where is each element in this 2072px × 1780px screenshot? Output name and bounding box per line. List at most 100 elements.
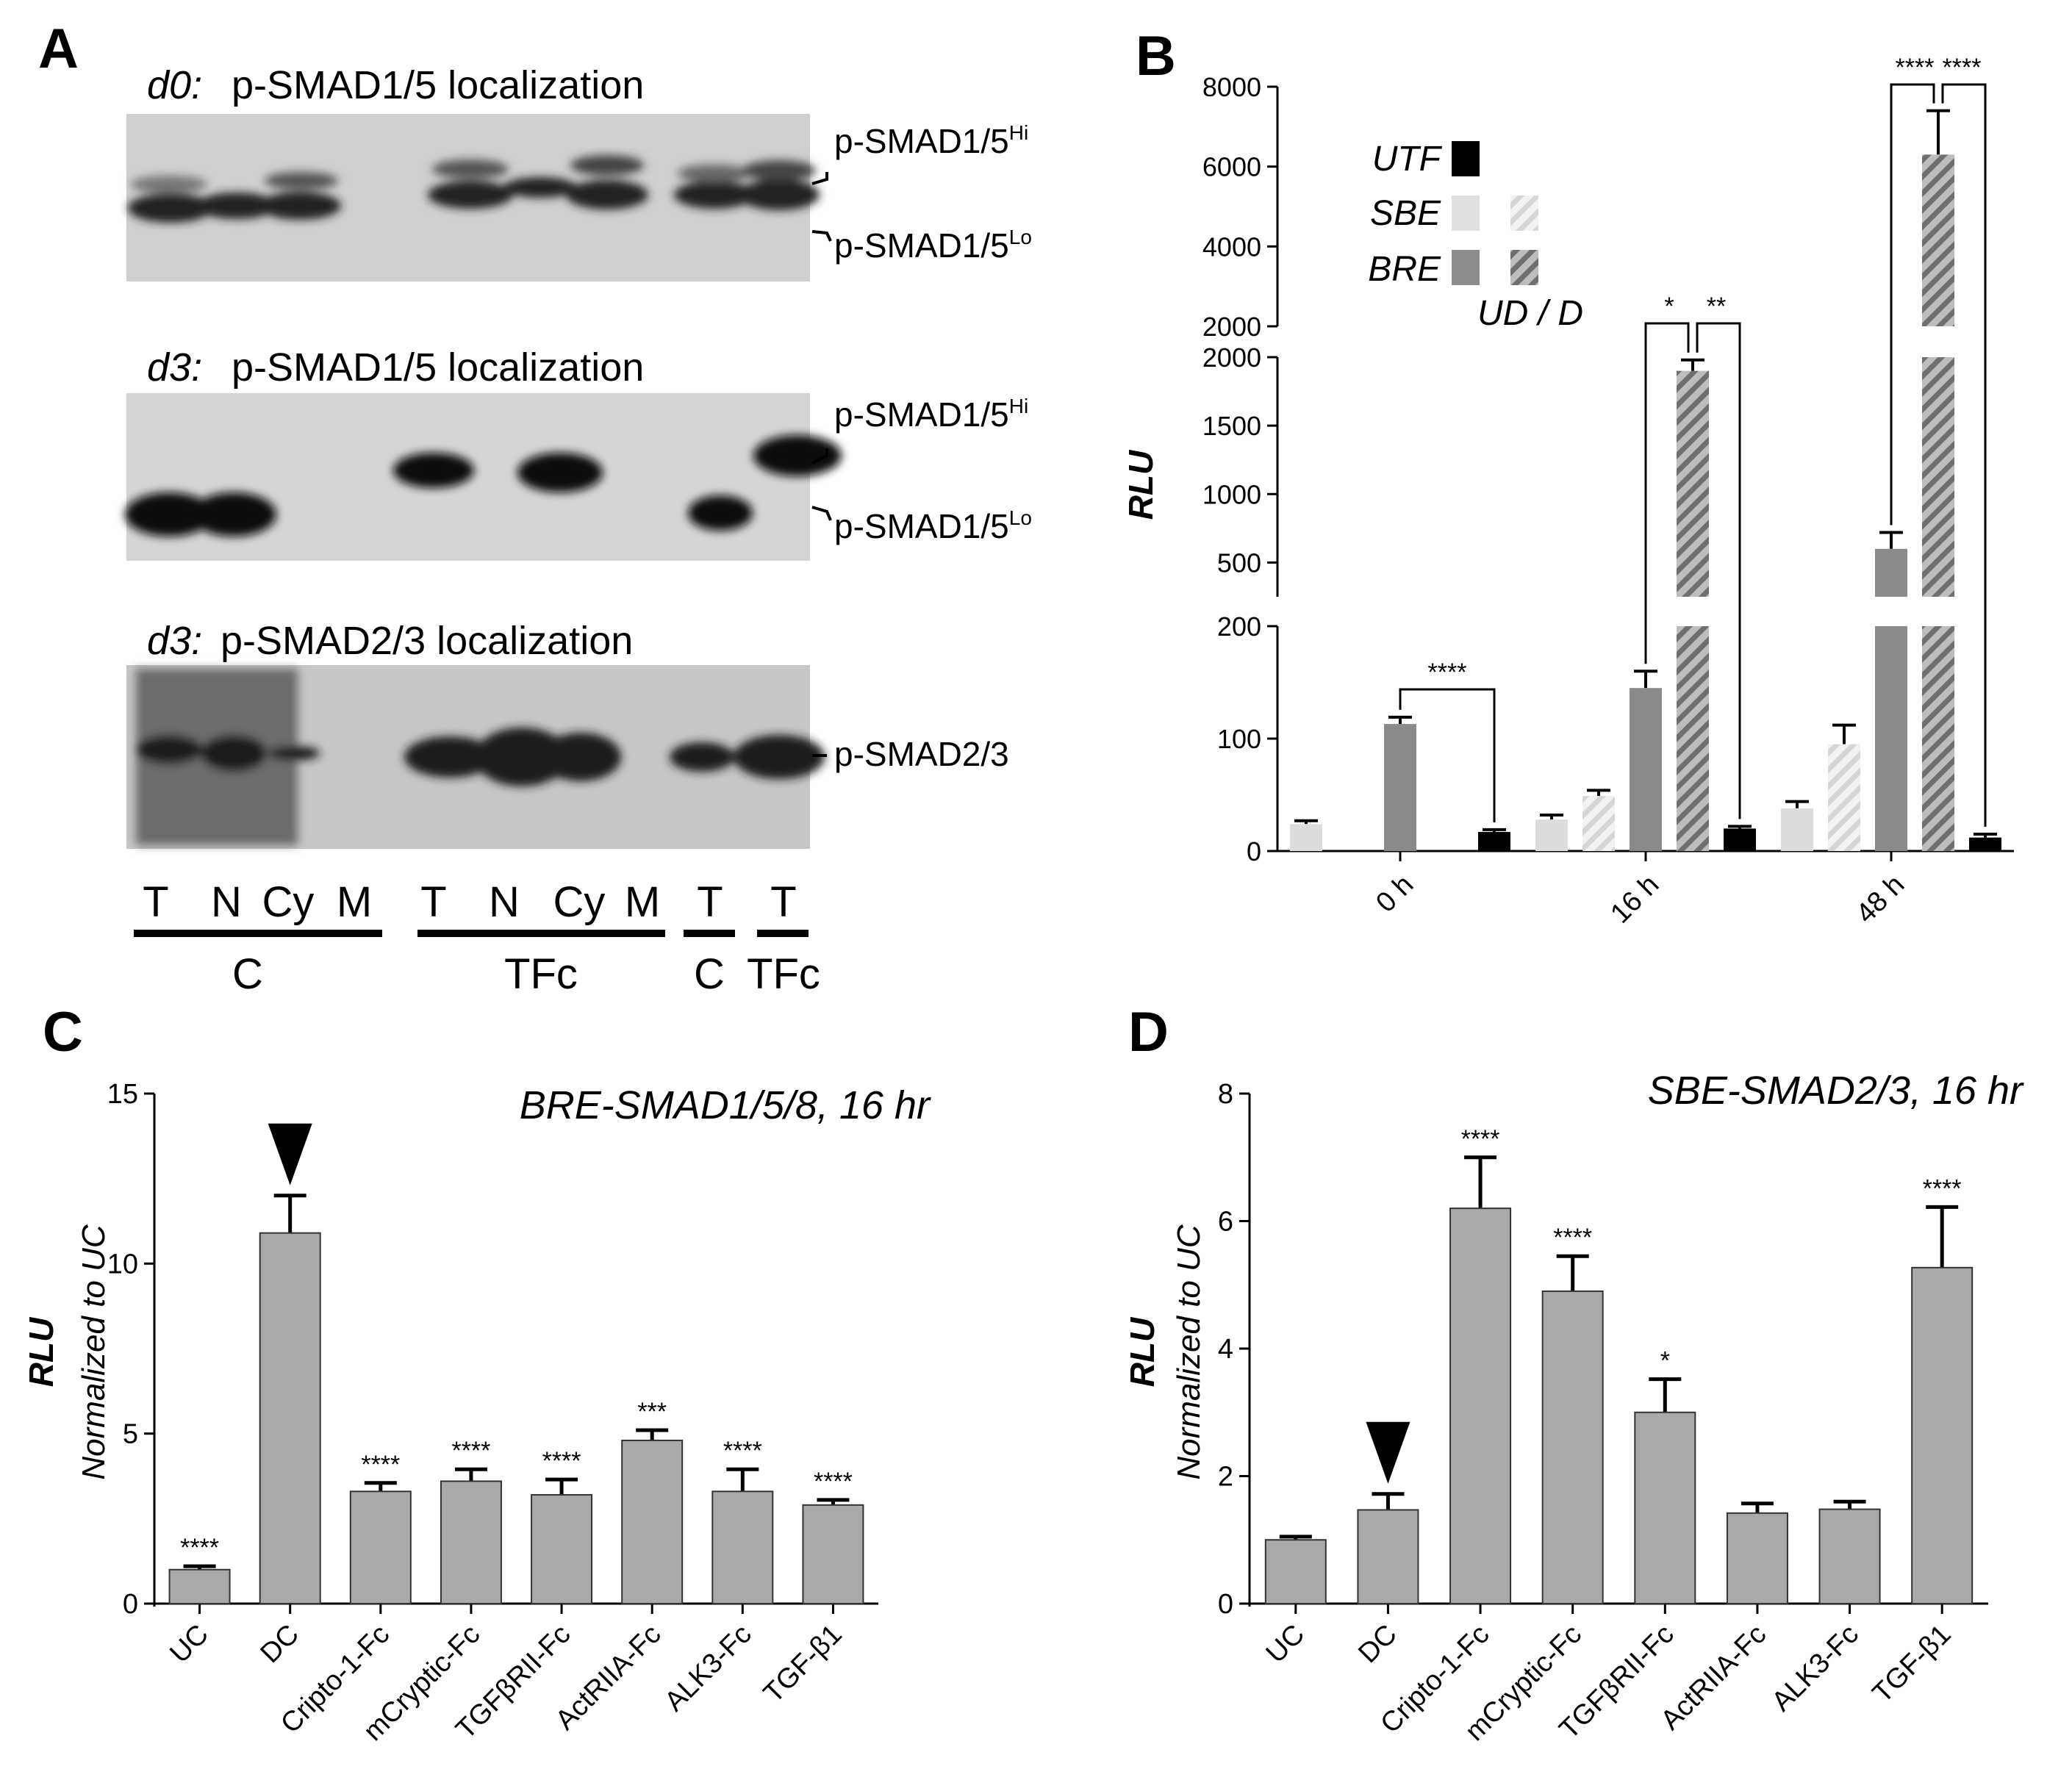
bar-ALK3-Fc [1818,1508,1881,1605]
c-ylabel: RLU [22,1316,60,1387]
panel-label-c: C [43,1001,83,1063]
panel-d: D SBE-SMAD2/3, 16 hr RLU Normalized to U… [1123,1001,2024,1747]
bar-bre-ud [1384,724,1416,851]
svg-text:p-SMAD1/5Hi: p-SMAD1/5Hi [834,395,1028,434]
y-tick-label: 2 [1218,1462,1233,1493]
x-tick-label: UC [164,1619,215,1670]
blot-3-band-labels: p-SMAD2/3 [812,735,1009,773]
significance-label: **** [723,1437,762,1465]
bar-DC [259,1232,321,1605]
group-label: C [232,950,263,998]
blot-2-title: d3: p-SMAD1/5 localization [147,345,644,390]
bar-sbe-d [1582,796,1615,851]
blot-2-day: d3: [147,345,202,390]
lane-label: M [337,878,372,926]
blot-2-title-text: p-SMAD1/5 localization [232,345,644,390]
x-tick-label: TGF-β1 [758,1619,848,1709]
y-tick-label: 0 [1247,836,1261,866]
bar-TGF-β1 [802,1504,864,1604]
significance-label: ** [1707,293,1726,320]
band-label: p-SMAD1/5 [834,395,1009,434]
b-ylabel: RLU [1122,449,1160,520]
b-annotations: ***** ****** **** [1399,54,1987,828]
bar-UC [1264,1539,1327,1604]
lane-label: T [420,878,446,926]
bar-utf [1478,831,1510,851]
bar-TGFβRII-Fc [531,1493,593,1604]
significance-bracket [1941,83,1987,828]
x-tick-label: ALK3-Fc [659,1619,757,1718]
x-tick-label: 0 h [1370,869,1419,919]
lane-label: T [143,878,168,926]
bar-mCryptic-Fc [1541,1290,1604,1605]
bar-sbe-ud [1290,824,1322,851]
band-sup: Lo [1009,506,1032,529]
y-tick-label: 500 [1217,548,1261,578]
bar-utf [1969,837,2001,851]
bar-ActRIIA-Fc [1726,1512,1788,1604]
bar-sbe-ud [1781,808,1813,851]
bar-DC [1357,1509,1419,1605]
y-tick-label: 6000 [1202,152,1261,182]
significance-bracket [1696,322,1741,819]
b-legend: UTF SBE BRE UD / D [1368,140,1583,333]
y-tick-label: 8 [1218,1079,1233,1110]
bar-TGFβRII-Fc [1634,1411,1696,1604]
legend-swatch-utf [1452,141,1480,176]
bar-bre-d [1922,154,1954,851]
bar-bre-ud [1875,548,1907,851]
significance-label: **** [1428,658,1467,686]
lane-labels: T N Cy M T N Cy M T T [143,878,796,926]
y-tick-label: 4000 [1202,232,1261,262]
blot-1-title: d0: p-SMAD1/5 localization [147,63,644,107]
blot-1-image [126,114,820,281]
band-label: p-SMAD1/5 [834,226,1009,265]
y-tick-label: 4 [1218,1334,1233,1365]
bar-mCryptic-Fc [440,1480,502,1604]
band-sup: Lo [1009,226,1032,248]
c-ylabel2: Normalized to UC [76,1224,112,1479]
y-tick-label: 5 [123,1419,138,1450]
significance-label: * [1660,1347,1670,1375]
band-label: p-SMAD1/5 [834,122,1009,160]
significance-label: * [1664,293,1674,320]
y-tick-label: 0 [1218,1589,1233,1620]
blot-3-image [126,665,825,849]
panel-label-d: D [1128,1001,1169,1063]
bar-utf [1724,828,1756,851]
x-tick-label: 48 h [1850,869,1910,930]
significance-label: **** [180,1534,219,1562]
x-tick-label: UC [1261,1619,1311,1670]
legend-swatch-sbe-d [1510,195,1538,231]
legend-label-bre: BRE [1368,250,1441,289]
b-bars [1290,109,2001,852]
panel-label-b: B [1136,25,1176,87]
x-tick-label: ALK3-Fc [1766,1619,1865,1718]
panel-a: A d0: p-SMAD1/5 localization [38,18,1032,998]
panel-c: C BRE-SMAD1/5/8, 16 hr RLU Normalized to… [22,1001,931,1747]
d-ylabel2: Normalized to UC [1171,1224,1207,1479]
y-tick-label: 0 [123,1589,138,1620]
blot-2-image [125,393,842,561]
bar-sbe-d [1828,744,1860,851]
significance-label: **** [814,1468,853,1496]
significance-label: **** [542,1447,581,1475]
y-tick-label: 10 [107,1249,138,1280]
y-tick-label: 8000 [1202,72,1261,102]
axis-break-gap [1921,326,1956,357]
panel-label-a: A [38,18,79,80]
reference-arrow [1366,1421,1410,1484]
lane-label: N [211,878,242,926]
y-tick-label: 2000 [1202,342,1261,373]
svg-text:p-SMAD1/5Lo: p-SMAD1/5Lo [834,506,1032,545]
significance-bracket [1399,688,1496,822]
lane-label: Cy [553,878,606,926]
lane-label: T [697,878,723,926]
d-ylabel: RLU [1123,1316,1161,1387]
legend-note: UD / D [1477,294,1583,333]
svg-text:p-SMAD1/5Lo: p-SMAD1/5Lo [834,226,1032,265]
reference-arrow [268,1123,312,1185]
legend-swatch-sbe-ud [1452,195,1480,231]
legend-swatch-bre-d [1510,250,1538,285]
